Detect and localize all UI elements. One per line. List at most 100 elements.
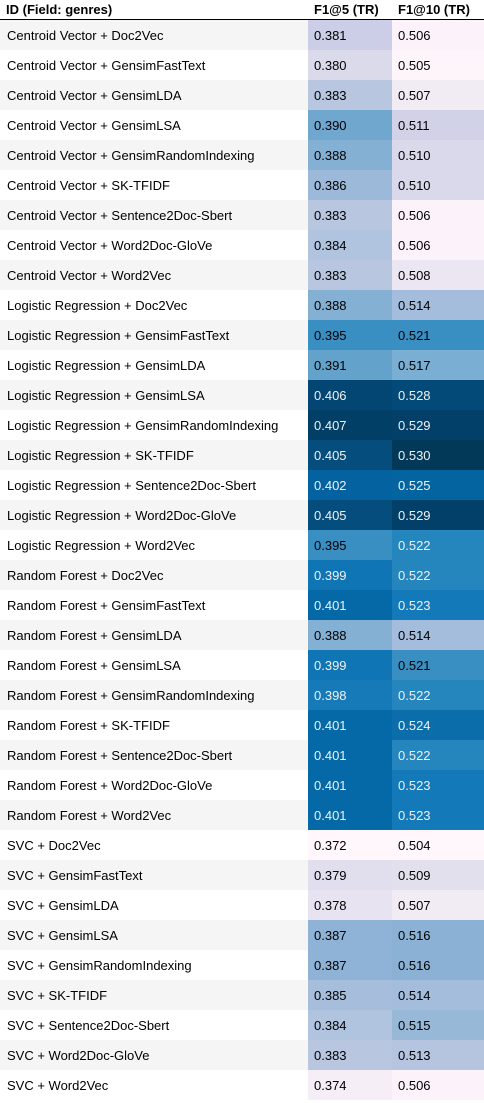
row-id-cell: Centroid Vector + Doc2Vec — [0, 19, 308, 50]
f1-at-10-cell: 0.513 — [392, 1040, 484, 1070]
row-id-cell: Centroid Vector + GensimLSA — [0, 110, 308, 140]
table-row: Logistic Regression + GensimLSA 0.406 0.52… — [0, 380, 484, 410]
table-row: Random Forest + GensimRandomIndexing 0.39… — [0, 680, 484, 710]
table-row: Random Forest + SK-TFIDF 0.401 0.524 — [0, 710, 484, 740]
f1-at-5-cell: 0.405 — [308, 500, 392, 530]
table-row: Centroid Vector + Word2Doc-GloVe 0.384 0.5… — [0, 230, 484, 260]
f1-at-10-cell: 0.510 — [392, 140, 484, 170]
f1-at-5-cell: 0.383 — [308, 200, 392, 230]
row-id-cell: SVC + GensimRandomIndexing — [0, 950, 308, 980]
f1-at-10-cell: 0.530 — [392, 440, 484, 470]
row-id-cell: SVC + GensimLSA — [0, 920, 308, 950]
row-id-cell: Centroid Vector + Word2Vec — [0, 260, 308, 290]
table-row: Logistic Regression + SK-TFIDF 0.405 0.530 — [0, 440, 484, 470]
f1-at-5-cell: 0.383 — [308, 260, 392, 290]
f1-at-10-cell: 0.506 — [392, 200, 484, 230]
header-f1-at-5: F1@5 (TR) — [308, 0, 392, 20]
table-row: SVC + Word2Doc-GloVe 0.383 0.513 — [0, 1040, 484, 1070]
row-id-cell: SVC + SK-TFIDF — [0, 980, 308, 1010]
f1-at-10-cell: 0.506 — [392, 19, 484, 50]
f1-at-10-cell: 0.505 — [392, 50, 484, 80]
f1-at-10-cell: 0.511 — [392, 110, 484, 140]
table-body: Centroid Vector + Doc2Vec 0.381 0.506 Centr… — [0, 19, 484, 1100]
f1-at-10-cell: 0.523 — [392, 770, 484, 800]
table-row: SVC + GensimFastText 0.379 0.509 — [0, 860, 484, 890]
f1-at-5-cell: 0.379 — [308, 860, 392, 890]
row-id-cell: Centroid Vector + Sentence2Doc-Sbert — [0, 200, 308, 230]
row-id-cell: Random Forest + Sentence2Doc-Sbert — [0, 740, 308, 770]
f1-at-10-cell: 0.506 — [392, 1070, 484, 1100]
f1-at-10-cell: 0.529 — [392, 410, 484, 440]
f1-at-10-cell: 0.524 — [392, 710, 484, 740]
table-row: Logistic Regression + GensimRandomIndexi… — [0, 410, 484, 440]
row-id-cell: Logistic Regression + Sentence2Doc-Sbert — [0, 470, 308, 500]
table-row: SVC + GensimLDA 0.378 0.507 — [0, 890, 484, 920]
f1-at-10-cell: 0.510 — [392, 170, 484, 200]
row-id-cell: Random Forest + GensimRandomIndexing — [0, 680, 308, 710]
f1-at-10-cell: 0.523 — [392, 800, 484, 830]
table-row: Logistic Regression + GensimFastText 0.39… — [0, 320, 484, 350]
header-id: ID (Field: genres) — [0, 0, 308, 20]
f1-at-10-cell: 0.522 — [392, 560, 484, 590]
row-id-cell: Centroid Vector + GensimFastText — [0, 50, 308, 80]
f1-at-5-cell: 0.401 — [308, 770, 392, 800]
f1-at-10-cell: 0.517 — [392, 350, 484, 380]
f1-at-5-cell: 0.384 — [308, 230, 392, 260]
row-id-cell: Centroid Vector + GensimLDA — [0, 80, 308, 110]
table-row: Random Forest + Word2Doc-GloVe 0.401 0.523 — [0, 770, 484, 800]
table-row: Logistic Regression + Doc2Vec 0.388 0.514 — [0, 290, 484, 320]
table-row: Centroid Vector + GensimLDA 0.383 0.507 — [0, 80, 484, 110]
table-row: SVC + Sentence2Doc-Sbert 0.384 0.515 — [0, 1010, 484, 1040]
row-id-cell: Centroid Vector + Word2Doc-GloVe — [0, 230, 308, 260]
f1-at-5-cell: 0.405 — [308, 440, 392, 470]
table-row: Random Forest + Doc2Vec 0.399 0.522 — [0, 560, 484, 590]
f1-at-5-cell: 0.388 — [308, 140, 392, 170]
f1-at-5-cell: 0.406 — [308, 380, 392, 410]
row-id-cell: Logistic Regression + GensimLSA — [0, 380, 308, 410]
table-row: Logistic Regression + GensimLDA 0.391 0.51… — [0, 350, 484, 380]
f1-at-10-cell: 0.515 — [392, 1010, 484, 1040]
f1-at-5-cell: 0.384 — [308, 1010, 392, 1040]
table-row: Centroid Vector + Doc2Vec 0.381 0.506 — [0, 19, 484, 50]
table-row: Centroid Vector + GensimFastText 0.380 0.5… — [0, 50, 484, 80]
row-id-cell: Logistic Regression + Word2Doc-GloVe — [0, 500, 308, 530]
f1-at-5-cell: 0.383 — [308, 80, 392, 110]
f1-at-5-cell: 0.395 — [308, 530, 392, 560]
f1-at-10-cell: 0.506 — [392, 230, 484, 260]
f1-at-10-cell: 0.521 — [392, 650, 484, 680]
f1-at-5-cell: 0.401 — [308, 740, 392, 770]
f1-at-5-cell: 0.383 — [308, 1040, 392, 1070]
row-id-cell: Centroid Vector + GensimRandomIndexing — [0, 140, 308, 170]
table-row: SVC + Word2Vec 0.374 0.506 — [0, 1070, 484, 1100]
table-row: Logistic Regression + Word2Doc-GloVe 0.40… — [0, 500, 484, 530]
row-id-cell: Random Forest + Word2Vec — [0, 800, 308, 830]
row-id-cell: SVC + Doc2Vec — [0, 830, 308, 860]
header-row: ID (Field: genres) F1@5 (TR) F1@10 (TR) — [0, 0, 484, 20]
table-row: Centroid Vector + Word2Vec 0.383 0.508 — [0, 260, 484, 290]
f1-at-10-cell: 0.504 — [392, 830, 484, 860]
f1-at-10-cell: 0.514 — [392, 980, 484, 1010]
table-row: Logistic Regression + Sentence2Doc-Sbert… — [0, 470, 484, 500]
table-row: Random Forest + Word2Vec 0.401 0.523 — [0, 800, 484, 830]
f1-at-5-cell: 0.387 — [308, 920, 392, 950]
row-id-cell: Random Forest + Doc2Vec — [0, 560, 308, 590]
f1-at-5-cell: 0.387 — [308, 950, 392, 980]
f1-at-5-cell: 0.381 — [308, 19, 392, 50]
table-row: Logistic Regression + Word2Vec 0.395 0.522 — [0, 530, 484, 560]
row-id-cell: SVC + Sentence2Doc-Sbert — [0, 1010, 308, 1040]
f1-at-5-cell: 0.378 — [308, 890, 392, 920]
f1-at-10-cell: 0.514 — [392, 290, 484, 320]
f1-at-10-cell: 0.529 — [392, 500, 484, 530]
table-row: Random Forest + GensimLDA 0.388 0.514 — [0, 620, 484, 650]
row-id-cell: Logistic Regression + Doc2Vec — [0, 290, 308, 320]
f1-at-10-cell: 0.521 — [392, 320, 484, 350]
f1-at-5-cell: 0.401 — [308, 590, 392, 620]
table-row: SVC + GensimRandomIndexing 0.387 0.516 — [0, 950, 484, 980]
row-id-cell: Centroid Vector + SK-TFIDF — [0, 170, 308, 200]
row-id-cell: Random Forest + GensimLDA — [0, 620, 308, 650]
row-id-cell: SVC + GensimFastText — [0, 860, 308, 890]
f1-at-5-cell: 0.395 — [308, 320, 392, 350]
f1-at-10-cell: 0.507 — [392, 890, 484, 920]
f1-at-5-cell: 0.374 — [308, 1070, 392, 1100]
